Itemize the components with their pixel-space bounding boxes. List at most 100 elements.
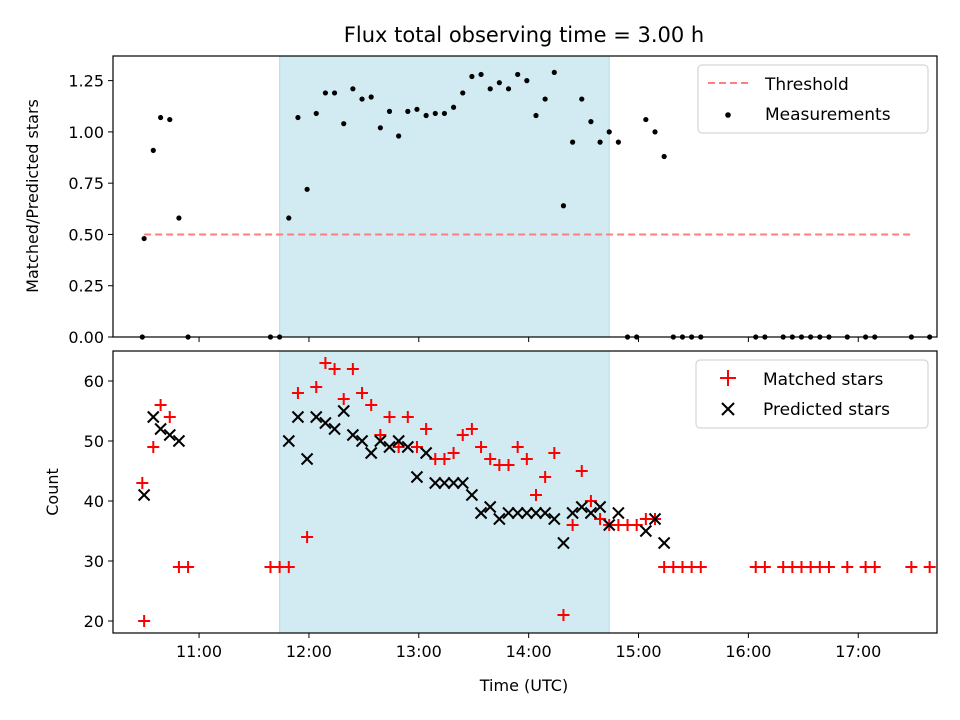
measurement-point <box>478 71 484 78</box>
predicted-star-point <box>465 488 479 502</box>
count-y-label: Count <box>43 468 62 516</box>
predicted-star-point <box>300 452 314 466</box>
measurement-point <box>487 86 493 92</box>
measurement-point <box>396 133 402 139</box>
predicted-star-point <box>346 428 360 442</box>
predicted-legend-swatch <box>721 402 735 416</box>
x-tick-label: 11:00 <box>176 642 222 661</box>
observing-window <box>279 55 610 338</box>
matched-star-point <box>365 399 378 411</box>
predicted-star-point <box>456 476 469 490</box>
matched-star-point <box>420 423 433 435</box>
matched-star-point <box>868 561 881 573</box>
measurement-point <box>460 90 466 96</box>
matched-star-point <box>410 441 423 453</box>
ratio-x-ticks <box>198 337 859 342</box>
measurement-point <box>551 69 557 76</box>
matched-star-point <box>438 453 451 465</box>
matched-star-point <box>584 495 597 507</box>
count-x-axis: 11:00 12:00 13:00 14:00 15:00 16:00 17:00 <box>176 633 881 661</box>
predicted-star-point <box>484 500 497 514</box>
matched-star-point <box>319 357 332 369</box>
x-axis-label: Time (UTC) <box>479 676 568 695</box>
predicted-legend-label: Predicted stars <box>763 400 890 420</box>
measurement-point <box>331 90 338 96</box>
matched-star-point <box>694 561 707 573</box>
measurement-point <box>176 215 182 221</box>
measurement-point <box>515 71 521 78</box>
predicted-star-point <box>584 506 598 520</box>
matched-star-point <box>594 513 607 525</box>
predicted-star-point <box>163 428 176 442</box>
y-tick-label: 1.00 <box>68 123 104 142</box>
matched-star-point <box>383 411 396 423</box>
x-tick-label: 15:00 <box>615 642 661 661</box>
matched-star-point <box>138 615 151 627</box>
y-tick-label: 0.25 <box>68 277 104 296</box>
predicted-star-point <box>337 404 350 418</box>
measurement-point <box>496 80 502 86</box>
matched-star-point <box>511 441 524 453</box>
matched-star-point <box>301 531 314 543</box>
ratio-plot-frame <box>112 55 938 338</box>
measurement-points <box>139 69 933 340</box>
measurement-point <box>286 215 292 221</box>
measurement-point <box>643 116 649 123</box>
measurement-point <box>661 153 667 160</box>
predicted-star-point <box>511 506 524 520</box>
predicted-star-point <box>447 476 460 490</box>
observing-window <box>279 350 610 634</box>
matched-star-point <box>529 489 542 501</box>
matched-star-point <box>147 441 160 453</box>
matched-star-point <box>630 519 643 531</box>
predicted-star-point <box>147 410 160 424</box>
matched-star-point <box>548 447 561 459</box>
measurement-point <box>560 203 567 209</box>
matched-star-point <box>557 609 570 621</box>
count-points <box>136 357 936 627</box>
measurement-point <box>597 139 603 145</box>
measurement-point <box>350 86 356 92</box>
predicted-star-point <box>438 476 451 490</box>
measurement-point <box>652 129 658 135</box>
measurement-point <box>150 147 156 153</box>
x-tick-label: 12:00 <box>286 642 332 661</box>
x-tick-label: 16:00 <box>725 642 771 661</box>
measurement-point <box>304 186 310 192</box>
predicted-star-point <box>328 422 341 436</box>
predicted-star-point <box>474 506 488 520</box>
predicted-star-point <box>502 506 515 520</box>
ratio-legend-box <box>697 64 929 134</box>
threshold-legend-label: Threshold <box>764 75 849 95</box>
count-y-axis: 20 30 40 50 60 <box>84 372 113 631</box>
measurement-point <box>414 106 420 112</box>
predicted-star-point <box>364 446 378 460</box>
predicted-star-point <box>566 506 579 520</box>
matched-star-point <box>456 429 469 441</box>
measurement-point <box>524 78 530 84</box>
predicted-star-point <box>557 536 570 550</box>
measurement-point <box>469 73 475 80</box>
measurement-point <box>405 108 411 114</box>
matched-star-point <box>841 561 854 573</box>
matched-star-point <box>539 471 552 483</box>
matched-star-point <box>374 429 387 441</box>
y-tick-label: 30 <box>84 552 104 571</box>
predicted-star-point <box>374 434 387 448</box>
matched-star-point <box>502 459 515 471</box>
matched-star-point <box>465 423 478 435</box>
matched-star-point <box>822 561 835 573</box>
measurement-point <box>579 96 585 102</box>
y-tick-label: 60 <box>84 372 104 391</box>
measurement-point <box>141 235 147 242</box>
measurement-point <box>505 86 512 92</box>
predicted-star-point <box>603 518 616 532</box>
matched-star-point <box>392 441 405 453</box>
measurement-point <box>368 94 374 100</box>
measurement-point <box>441 110 448 117</box>
predicted-star-point <box>310 410 323 424</box>
measurement-point <box>588 119 594 125</box>
matched-star-point <box>337 393 350 405</box>
measurement-point <box>359 96 365 102</box>
